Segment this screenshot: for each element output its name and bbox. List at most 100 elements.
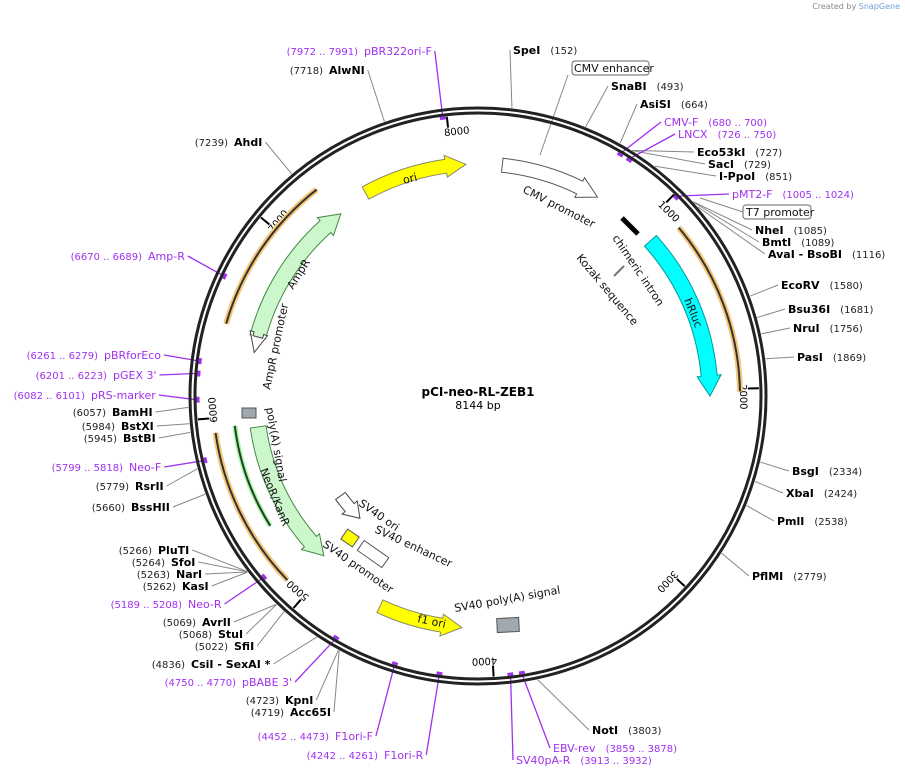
sv40-ori-box[interactable] xyxy=(340,528,360,548)
primer-name[interactable]: Amp-R xyxy=(148,250,185,263)
kozak-mark[interactable] xyxy=(613,265,625,277)
enzyme-label-xbai[interactable]: XbaI (2424) xyxy=(786,487,857,500)
enzyme-label-nhei[interactable]: NheI (1085) xyxy=(755,224,827,237)
enzyme-label-nari[interactable]: NarI (5263) xyxy=(137,568,202,581)
enzyme-name[interactable]: NarI xyxy=(176,568,202,581)
enzyme-name[interactable]: BstXI xyxy=(121,420,154,433)
enzyme-name[interactable]: SacI xyxy=(708,158,734,171)
primer-name[interactable]: pGEX 3' xyxy=(113,369,157,382)
enzyme-label-bsshii[interactable]: BssHII (5660) xyxy=(92,501,170,514)
enzyme-name[interactable]: AlwNI xyxy=(329,64,365,77)
enzyme-label-noti[interactable]: NotI (3803) xyxy=(592,724,661,737)
primer-name[interactable]: SV40pA-R xyxy=(516,754,571,767)
enzyme-label-bstxi[interactable]: BstXI (5984) xyxy=(82,420,154,433)
enzyme-name[interactable]: AhdI xyxy=(234,136,262,149)
enzyme-label-pmli[interactable]: PmlI (2538) xyxy=(777,515,848,528)
enzyme-name[interactable]: EcoRV xyxy=(781,279,820,292)
primer-label-pbrforeco[interactable]: pBRforEco (6261 .. 6279) xyxy=(27,349,162,362)
neor-arrow[interactable] xyxy=(249,425,325,557)
enzyme-label-csii[interactable]: CsiI - SexAI * (4836) xyxy=(152,658,271,671)
enzyme-name[interactable]: XbaI xyxy=(786,487,814,500)
enzyme-name[interactable]: SpeI xyxy=(513,44,540,57)
sv40-polya-label[interactable]: SV40 poly(A) signal xyxy=(453,583,561,614)
polya-signal-box[interactable] xyxy=(241,407,257,419)
enzyme-name[interactable]: BmtI xyxy=(762,236,791,249)
enzyme-label-ecorv[interactable]: EcoRV (1580) xyxy=(781,279,863,292)
primer-binding-mark[interactable] xyxy=(507,672,514,676)
enzyme-label-stui[interactable]: StuI (5068) xyxy=(179,628,243,641)
sv40-promoter-arrow[interactable] xyxy=(334,491,361,519)
primer-name[interactable]: F1ori-F xyxy=(335,730,373,743)
enzyme-name[interactable]: AvrII xyxy=(202,616,231,629)
enzyme-name[interactable]: NotI xyxy=(592,724,618,737)
enzyme-name[interactable]: Acc65I xyxy=(290,706,331,719)
ampr-arrow[interactable] xyxy=(249,213,342,340)
enzyme-name[interactable]: RsrII xyxy=(135,480,164,493)
primer-label-pgex[interactable]: pGEX 3' (6201 .. 6223) xyxy=(36,369,157,382)
enzyme-name[interactable]: SfiI xyxy=(234,640,254,653)
enzyme-name[interactable]: Bsu36I xyxy=(788,303,830,316)
primer-binding-mark[interactable] xyxy=(198,358,203,365)
primer-label-neo-r[interactable]: Neo-R (5189 .. 5208) xyxy=(111,598,222,611)
t7-promoter-label[interactable]: T7 promoter xyxy=(745,206,815,219)
primer-name[interactable]: F1ori-R xyxy=(384,749,424,762)
sv40-enhancer-box[interactable] xyxy=(356,539,390,569)
ori-arrow[interactable] xyxy=(361,154,467,200)
enzyme-name[interactable]: AsiSI xyxy=(640,98,671,111)
primer-binding-mark[interactable] xyxy=(625,157,633,164)
enzyme-label-alwni[interactable]: AlwNI (7718) xyxy=(290,64,365,77)
enzyme-label-sfii[interactable]: SfiI (5022) xyxy=(195,640,254,653)
enzyme-label-eco53ki[interactable]: Eco53kI (727) xyxy=(697,146,782,159)
enzyme-label-acc65i[interactable]: Acc65I (4719) xyxy=(251,706,331,719)
enzyme-label-bstbi[interactable]: BstBI (5945) xyxy=(84,432,156,445)
enzyme-label-nrui[interactable]: NruI (1756) xyxy=(793,322,863,335)
enzyme-label-bmti[interactable]: BmtI (1089) xyxy=(762,236,835,249)
t7-promoter-box[interactable] xyxy=(742,204,812,220)
primer-name[interactable]: pBR322ori-F xyxy=(364,45,432,58)
enzyme-label-kpni[interactable]: KpnI (4723) xyxy=(246,694,314,707)
enzyme-name[interactable]: PluTI xyxy=(158,544,189,557)
enzyme-name[interactable]: BstBI xyxy=(123,432,156,445)
enzyme-name[interactable]: PmlI xyxy=(777,515,804,528)
primer-name[interactable]: CMV-F xyxy=(664,116,698,129)
primer-binding-mark[interactable] xyxy=(222,273,228,280)
primer-name[interactable]: pMT2-F xyxy=(732,188,773,201)
primer-name[interactable]: pBABE 3' xyxy=(242,676,292,689)
enzyme-label-pluti[interactable]: PluTI (5266) xyxy=(119,544,190,557)
hrluc-orf-line[interactable] xyxy=(677,226,741,392)
enzyme-name[interactable]: NheI xyxy=(755,224,784,237)
enzyme-label-saci[interactable]: SacI (729) xyxy=(708,158,771,171)
enzyme-name[interactable]: CsiI - SexAI * xyxy=(191,658,271,671)
ampr-orf-line[interactable] xyxy=(225,188,318,325)
primer-binding-mark[interactable] xyxy=(672,194,679,201)
primer-label-pmt2-f[interactable]: pMT2-F (1005 .. 1024) xyxy=(732,188,854,201)
enzyme-label-sfoi[interactable]: SfoI (5264) xyxy=(132,556,196,569)
enzyme-label-snabi[interactable]: SnaBI (493) xyxy=(611,80,684,93)
enzyme-label-ahdi[interactable]: AhdI (7239) xyxy=(195,136,263,149)
ori-label[interactable]: ori xyxy=(401,171,418,187)
neor-orf-line[interactable] xyxy=(214,432,289,581)
enzyme-name[interactable]: BamHI xyxy=(112,406,153,419)
enzyme-label-pflmi[interactable]: PflMI (2779) xyxy=(752,570,827,583)
sv40-polya-box[interactable] xyxy=(496,616,520,634)
enzyme-label-avai[interactable]: AvaI - BsoBI (1116) xyxy=(768,248,885,261)
primer-binding-mark[interactable] xyxy=(518,670,526,675)
primer-name[interactable]: LNCX xyxy=(678,128,708,141)
enzyme-name[interactable]: AvaI - BsoBI xyxy=(768,248,842,261)
enzyme-label-asisi[interactable]: AsiSI (664) xyxy=(640,98,708,111)
enzyme-name[interactable]: PasI xyxy=(797,351,823,364)
enzyme-name[interactable]: KasI xyxy=(182,580,209,593)
enzyme-label-bamhi[interactable]: BamHI (6057) xyxy=(73,406,153,419)
f1-ori-arrow[interactable] xyxy=(376,599,463,637)
primer-label-f1ori-f[interactable]: F1ori-F (4452 .. 4473) xyxy=(258,730,373,743)
hrluc-arrow[interactable] xyxy=(643,234,722,397)
primer-name[interactable]: Neo-R xyxy=(188,598,222,611)
plasmid-backbone[interactable] xyxy=(188,106,768,686)
f1-ori-label[interactable]: f1 ori xyxy=(416,612,447,631)
neor-inner-line[interactable] xyxy=(233,425,272,527)
primer-label-pbr322ori-f[interactable]: pBR322ori-F (7972 .. 7991) xyxy=(287,45,432,58)
ampr-promoter-arrow[interactable] xyxy=(249,329,269,354)
primer-label-amp-r[interactable]: Amp-R (6670 .. 6689) xyxy=(71,250,186,263)
primer-name[interactable]: pRS-marker xyxy=(91,389,156,402)
enzyme-name[interactable]: Eco53kI xyxy=(697,146,745,159)
